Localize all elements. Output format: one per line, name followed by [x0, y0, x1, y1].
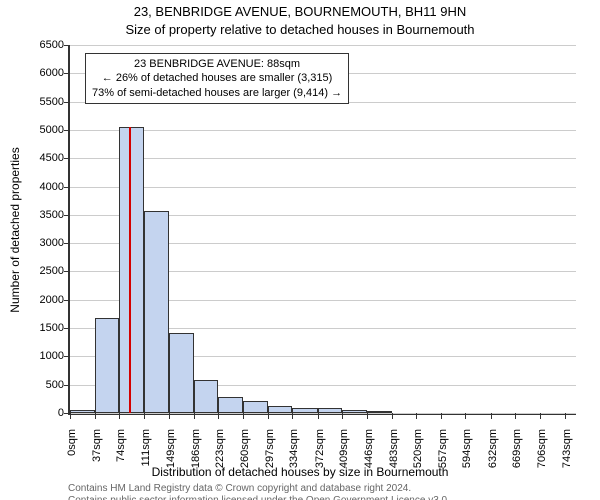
ytick-mark	[64, 385, 70, 386]
ytick-label: 3500	[24, 209, 64, 221]
xtick-mark	[119, 413, 120, 419]
ytick-label: 6500	[24, 39, 64, 51]
annotation-box: 23 BENBRIDGE AVENUE: 88sqm ← 26% of deta…	[85, 53, 349, 104]
ytick-mark	[64, 187, 70, 188]
xtick-mark	[465, 413, 466, 419]
ytick-label: 2000	[24, 294, 64, 306]
annotation-line1: 23 BENBRIDGE AVENUE: 88sqm	[92, 57, 342, 71]
ytick-mark	[64, 45, 70, 46]
annotation-line3: 73% of semi-detached houses are larger (…	[92, 86, 342, 100]
xtick-mark	[292, 413, 293, 419]
ytick-mark	[64, 102, 70, 103]
footer-line1: Contains HM Land Registry data © Crown c…	[68, 483, 411, 494]
ytick-label: 4000	[24, 181, 64, 193]
ytick-mark	[64, 215, 70, 216]
gridline	[70, 130, 576, 131]
xtick-mark	[540, 413, 541, 419]
ytick-mark	[64, 158, 70, 159]
plot-area: 23 BENBRIDGE AVENUE: 88sqm ← 26% of deta…	[68, 45, 576, 415]
ytick-mark	[64, 271, 70, 272]
histogram-bar	[194, 380, 219, 413]
xtick-mark	[70, 413, 71, 419]
ytick-label: 6000	[24, 67, 64, 79]
ytick-mark	[64, 300, 70, 301]
ytick-label: 2500	[24, 265, 64, 277]
xtick-mark	[367, 413, 368, 419]
xtick-mark	[243, 413, 244, 419]
histogram-bar	[119, 127, 144, 413]
xtick-mark	[218, 413, 219, 419]
ytick-mark	[64, 243, 70, 244]
xtick-mark	[342, 413, 343, 419]
histogram-bar	[70, 410, 95, 413]
chart-title: 23, BENBRIDGE AVENUE, BOURNEMOUTH, BH11 …	[0, 4, 600, 19]
xtick-mark	[144, 413, 145, 419]
histogram-bar	[268, 406, 293, 413]
gridline	[70, 413, 576, 414]
histogram-bar	[169, 333, 194, 413]
xtick-mark	[318, 413, 319, 419]
ytick-label: 1000	[24, 350, 64, 362]
ytick-mark	[64, 130, 70, 131]
ytick-label: 5000	[24, 124, 64, 136]
annotation-line2: ← 26% of detached houses are smaller (3,…	[92, 71, 342, 85]
histogram-bar	[144, 211, 169, 413]
ytick-mark	[64, 328, 70, 329]
histogram-bar	[342, 410, 367, 413]
histogram-bar	[243, 401, 268, 413]
ytick-label: 3000	[24, 237, 64, 249]
gridline	[70, 158, 576, 159]
xtick-mark	[515, 413, 516, 419]
x-axis-label: Distribution of detached houses by size …	[0, 465, 600, 479]
ytick-label: 0	[24, 407, 64, 419]
ytick-label: 1500	[24, 322, 64, 334]
chart-subtitle: Size of property relative to detached ho…	[0, 22, 600, 37]
ytick-mark	[64, 356, 70, 357]
xtick-mark	[392, 413, 393, 419]
ytick-label: 5500	[24, 96, 64, 108]
xtick-mark	[491, 413, 492, 419]
xtick-mark	[169, 413, 170, 419]
histogram-bar	[292, 408, 317, 413]
chart-container: 23, BENBRIDGE AVENUE, BOURNEMOUTH, BH11 …	[0, 0, 600, 500]
ytick-mark	[64, 73, 70, 74]
y-axis-label: Number of detached properties	[8, 147, 22, 312]
xtick-mark	[441, 413, 442, 419]
footer-line2: Contains public sector information licen…	[68, 495, 450, 500]
xtick-mark	[565, 413, 566, 419]
xtick-mark	[268, 413, 269, 419]
ytick-label: 4500	[24, 152, 64, 164]
gridline	[70, 45, 576, 46]
histogram-bar	[218, 397, 243, 413]
marker-line	[129, 127, 131, 413]
ytick-label: 500	[24, 379, 64, 391]
gridline	[70, 187, 576, 188]
histogram-bar	[318, 408, 343, 413]
histogram-bar	[95, 318, 120, 413]
histogram-bar	[367, 411, 392, 413]
xtick-mark	[95, 413, 96, 419]
xtick-mark	[194, 413, 195, 419]
xtick-mark	[416, 413, 417, 419]
